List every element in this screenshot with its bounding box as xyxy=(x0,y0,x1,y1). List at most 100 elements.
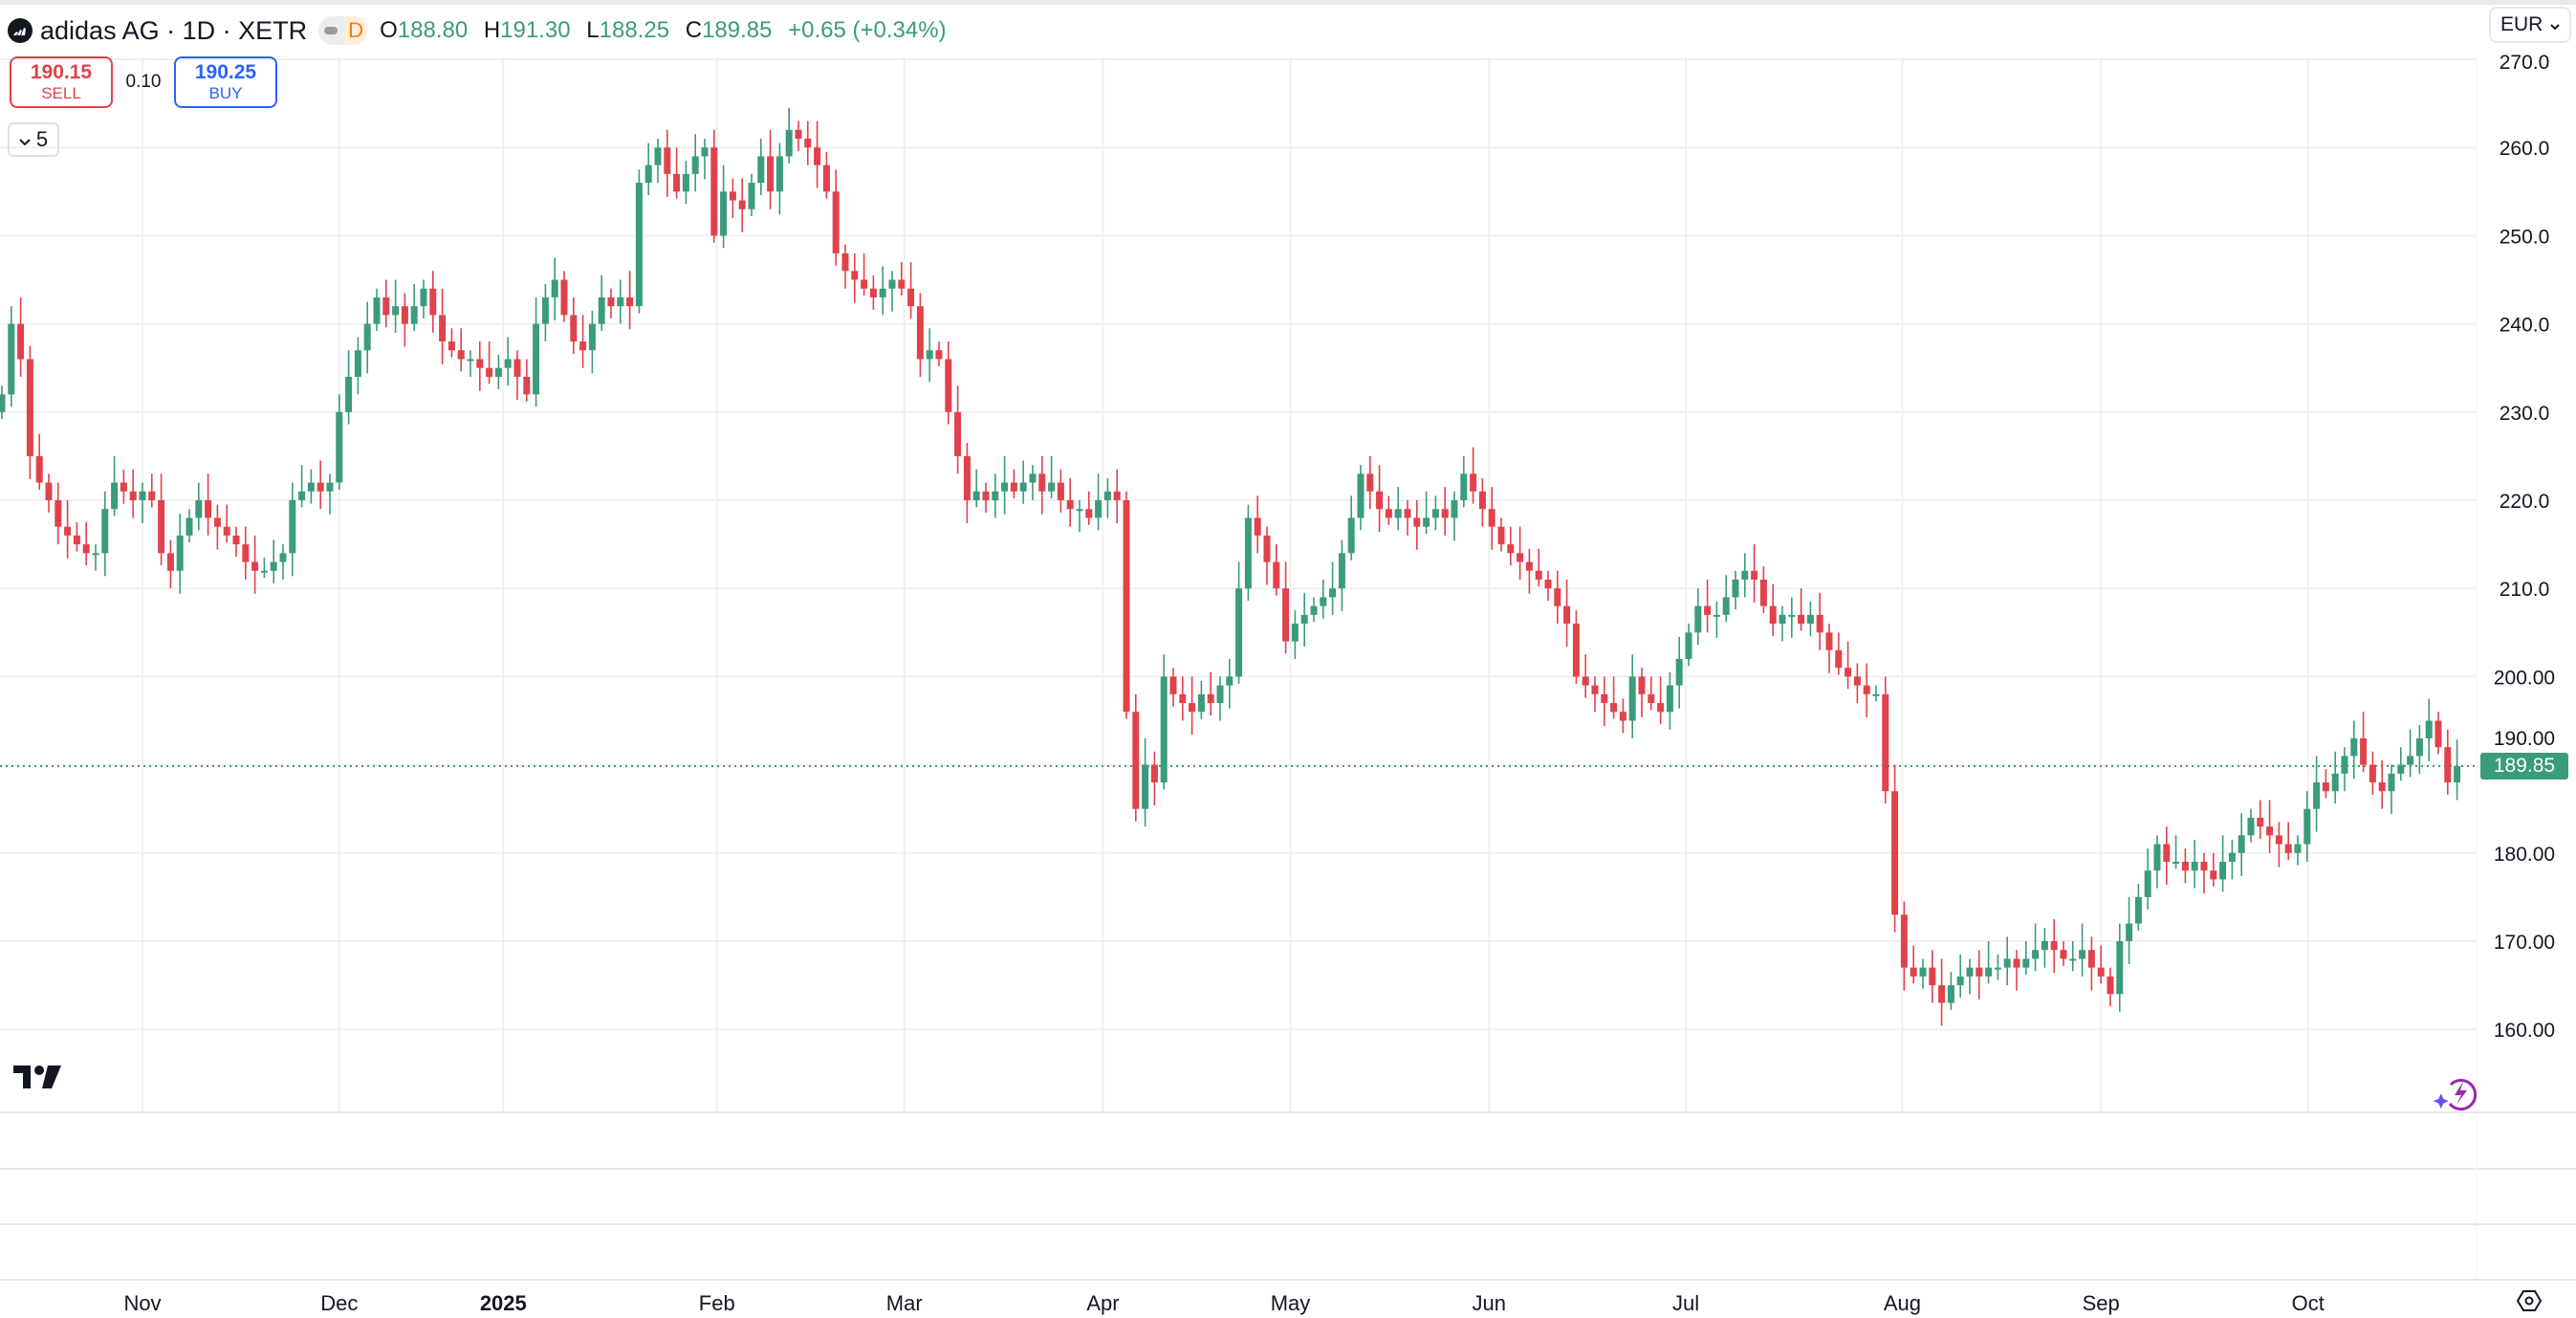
high-value: 191.30 xyxy=(500,17,571,43)
ai-bolt-icon[interactable] xyxy=(2433,1075,2478,1118)
candle-body xyxy=(738,200,746,209)
buy-label: BUY xyxy=(208,84,243,102)
candle xyxy=(916,293,924,377)
candle-body xyxy=(2200,862,2208,871)
candle-body xyxy=(1947,985,1954,1003)
currency-select[interactable]: EUR xyxy=(2489,7,2571,43)
candle xyxy=(2369,751,2376,795)
candle xyxy=(55,482,62,545)
candle-body xyxy=(982,491,990,500)
candle xyxy=(2097,945,2105,984)
candle xyxy=(476,341,484,391)
candle-body xyxy=(926,350,933,360)
sell-button[interactable]: 190.15 SELL xyxy=(10,56,113,108)
candle xyxy=(195,482,203,531)
symbol-title[interactable]: adidas AG · 1D · XETR xyxy=(40,15,308,45)
interval-pill[interactable]: D xyxy=(318,16,369,45)
candle xyxy=(1956,954,1964,999)
y-tick-label: 230.0 xyxy=(2500,403,2550,425)
candle xyxy=(1478,477,1486,527)
candle xyxy=(410,284,418,331)
open-label: O xyxy=(380,17,398,43)
candle xyxy=(457,328,465,372)
candle xyxy=(129,469,137,518)
candle xyxy=(2350,720,2358,780)
candle-body xyxy=(1320,597,1327,606)
candle-body xyxy=(2388,773,2395,792)
candle-body xyxy=(1366,473,1374,492)
axes: 270.0 260.0 250.0 240.0 230.0 220.0 210.0 200.0… xyxy=(123,52,2555,1315)
candle-body xyxy=(1628,676,1636,721)
candle xyxy=(1751,544,1758,603)
candle xyxy=(2294,835,2302,866)
indicators-collapse-button[interactable]: 5 xyxy=(8,122,59,157)
chevron-down-icon xyxy=(2550,13,2560,36)
candle-body xyxy=(2079,950,2086,959)
candle-body xyxy=(2181,862,2189,871)
candle xyxy=(2153,835,2161,889)
candle xyxy=(8,306,15,407)
candle-body xyxy=(1150,764,1158,783)
candle-body xyxy=(205,500,212,518)
candle-body xyxy=(401,306,408,324)
candle-body xyxy=(879,288,886,297)
candle-body xyxy=(1582,676,1589,686)
candle xyxy=(2275,822,2282,868)
candle xyxy=(45,473,53,513)
candle xyxy=(1994,954,2001,980)
candle xyxy=(1619,698,1626,734)
candle xyxy=(2434,712,2442,755)
candle-body xyxy=(1619,712,1626,721)
candle xyxy=(1132,693,1140,822)
candle xyxy=(1882,676,1889,804)
candle xyxy=(1282,561,1290,654)
candle xyxy=(1497,517,1505,552)
candle xyxy=(420,279,427,319)
buy-price: 190.25 xyxy=(194,61,257,83)
candle xyxy=(785,107,793,164)
candle xyxy=(139,482,146,523)
candle xyxy=(1535,548,1542,587)
candle-body xyxy=(1845,668,1852,677)
x-tick-label: Sep xyxy=(2083,1291,2120,1315)
candle-body xyxy=(1694,605,1702,633)
candle xyxy=(861,253,868,297)
tradingview-logo-icon[interactable] xyxy=(13,1064,67,1095)
candle-body xyxy=(541,297,549,324)
candle xyxy=(2107,967,2114,1007)
candle-body xyxy=(992,491,999,500)
candle xyxy=(1601,676,1608,727)
candle xyxy=(1853,663,1861,704)
buy-button[interactable]: 190.25 BUY xyxy=(174,56,277,108)
candle xyxy=(1189,676,1196,736)
candle-body xyxy=(186,517,193,536)
candle-body xyxy=(598,297,605,324)
candle-body xyxy=(2415,737,2423,757)
candle-body xyxy=(898,279,906,289)
candle xyxy=(1900,901,1908,991)
candle xyxy=(120,469,127,504)
candle-body xyxy=(1732,579,1739,598)
candle-body xyxy=(1835,649,1843,669)
candle xyxy=(1320,579,1327,619)
y-tick-label: 270.0 xyxy=(2500,52,2550,74)
candle-body xyxy=(1057,482,1064,500)
candle-body xyxy=(279,553,287,562)
settings-hex-icon[interactable] xyxy=(2516,1289,2543,1317)
candle xyxy=(158,473,165,566)
candle xyxy=(392,279,400,333)
candle xyxy=(579,315,587,368)
candle xyxy=(1226,658,1233,709)
candle xyxy=(2247,808,2255,843)
candle xyxy=(1001,455,1009,515)
candle xyxy=(1938,958,1946,1026)
candle xyxy=(1347,495,1355,560)
candle xyxy=(513,350,521,400)
candle-body xyxy=(1066,500,1074,510)
candle-body xyxy=(1657,703,1665,713)
candle xyxy=(1919,958,1927,989)
y-tick-label: 250.0 xyxy=(2500,226,2550,248)
candle xyxy=(1769,583,1777,636)
candle xyxy=(523,359,531,402)
